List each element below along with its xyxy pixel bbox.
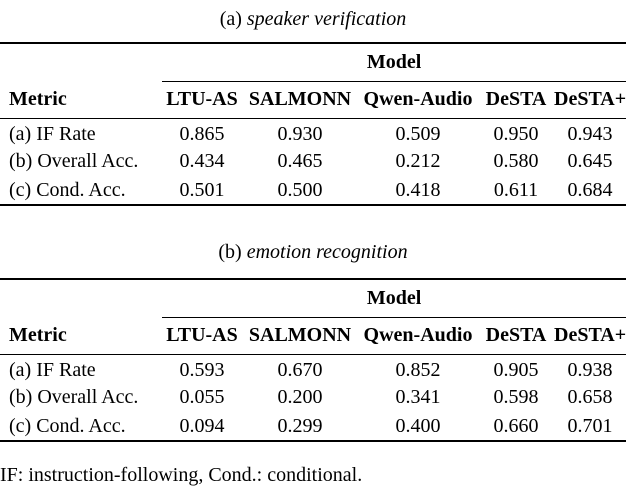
subtable-a-caption: (a) speaker verification — [0, 0, 626, 32]
metric-cell: (b) Overall Acc. — [9, 386, 139, 408]
subtable-a: (a) speaker verification Model Metric LTU… — [0, 0, 626, 206]
table-row: (a) IF Rate 0.593 0.670 0.852 0.905 0.93… — [0, 354, 626, 383]
value-cell: 0.418 — [395, 178, 441, 201]
value-cell: 0.905 — [493, 358, 539, 381]
model-group-header: Model — [162, 43, 626, 82]
footnote: IF: instruction-following, Cond.: condit… — [0, 464, 363, 486]
value-cell: 0.299 — [277, 414, 323, 437]
corner-spacer — [0, 43, 162, 81]
value-cell: 0.658 — [567, 386, 613, 408]
value-cell: 0.943 — [567, 122, 613, 145]
value-cell: 0.200 — [277, 386, 323, 408]
value-cell: 0.593 — [179, 358, 225, 381]
model-group-header: Model — [162, 279, 626, 318]
table-row: (c) Cond. Acc. 0.501 0.500 0.418 0.611 0… — [0, 176, 626, 205]
value-cell: 0.611 — [493, 178, 539, 201]
caption-label: (a) — [219, 8, 242, 30]
value-cell: 0.341 — [395, 386, 441, 408]
corner-spacer — [0, 279, 162, 317]
emotion-recognition-table: Model Metric LTU-AS SALMONN Qwen-Audio D… — [0, 278, 626, 442]
column-header-row: Metric LTU-AS SALMONN Qwen-Audio DeSTA D… — [0, 81, 626, 119]
value-cell: 0.598 — [493, 386, 539, 408]
column-header-qwen-audio: Qwen-Audio — [358, 81, 478, 119]
value-cell: 0.684 — [567, 178, 613, 201]
value-cell: 0.930 — [277, 122, 323, 145]
column-header-desta: DeSTA — [478, 81, 554, 119]
value-cell: 0.501 — [179, 178, 225, 201]
caption-title: speaker verification — [246, 8, 407, 30]
metric-cell: (b) Overall Acc. — [9, 150, 139, 172]
metric-cell: (a) IF Rate — [9, 358, 96, 381]
table-row: (b) Overall Acc. 0.434 0.465 0.212 0.580… — [0, 147, 626, 176]
column-header-ltu-as: LTU-AS — [162, 81, 242, 119]
column-header-qwen-audio: Qwen-Audio — [358, 317, 478, 355]
value-cell: 0.055 — [179, 386, 225, 408]
value-cell: 0.852 — [395, 358, 441, 381]
value-cell: 0.434 — [179, 150, 225, 172]
value-cell: 0.938 — [567, 358, 613, 381]
column-header-desta-plus: DeSTA+ — [554, 317, 626, 355]
table-row: (c) Cond. Acc. 0.094 0.299 0.400 0.660 0… — [0, 412, 626, 441]
column-header-desta-plus: DeSTA+ — [554, 81, 626, 119]
metric-cell: (c) Cond. Acc. — [9, 414, 126, 437]
column-header-salmonn: SALMONN — [242, 317, 358, 355]
table-row: (a) IF Rate 0.865 0.930 0.509 0.950 0.94… — [0, 118, 626, 147]
caption-label: (b) — [218, 241, 242, 263]
metric-column-header: Metric — [0, 317, 162, 355]
column-header-row: Metric LTU-AS SALMONN Qwen-Audio DeSTA D… — [0, 317, 626, 355]
value-cell: 0.500 — [277, 178, 323, 201]
value-cell: 0.465 — [277, 150, 323, 172]
column-header-ltu-as: LTU-AS — [162, 317, 242, 355]
value-cell: 0.400 — [395, 414, 441, 437]
caption-title: emotion recognition — [246, 241, 408, 263]
model-group-header-row: Model — [0, 43, 626, 82]
value-cell: 0.509 — [395, 122, 441, 145]
value-cell: 0.660 — [493, 414, 539, 437]
value-cell: 0.094 — [179, 414, 225, 437]
metric-cell: (c) Cond. Acc. — [9, 178, 126, 201]
value-cell: 0.701 — [567, 414, 613, 437]
metric-column-header: Metric — [0, 81, 162, 119]
value-cell: 0.670 — [277, 358, 323, 381]
model-group-header-row: Model — [0, 279, 626, 318]
speaker-verification-table: Model Metric LTU-AS SALMONN Qwen-Audio D… — [0, 42, 626, 206]
subtable-b-caption: (b) emotion recognition — [0, 239, 626, 265]
metric-cell: (a) IF Rate — [9, 122, 96, 145]
value-cell: 0.580 — [493, 150, 539, 172]
column-header-salmonn: SALMONN — [242, 81, 358, 119]
table-row: (b) Overall Acc. 0.055 0.200 0.341 0.598… — [0, 383, 626, 412]
column-header-desta: DeSTA — [478, 317, 554, 355]
value-cell: 0.865 — [179, 122, 225, 145]
value-cell: 0.212 — [395, 150, 441, 172]
value-cell: 0.950 — [493, 122, 539, 145]
subtable-b: (b) emotion recognition Model Metric LTU-… — [0, 239, 626, 442]
value-cell: 0.645 — [567, 150, 613, 172]
